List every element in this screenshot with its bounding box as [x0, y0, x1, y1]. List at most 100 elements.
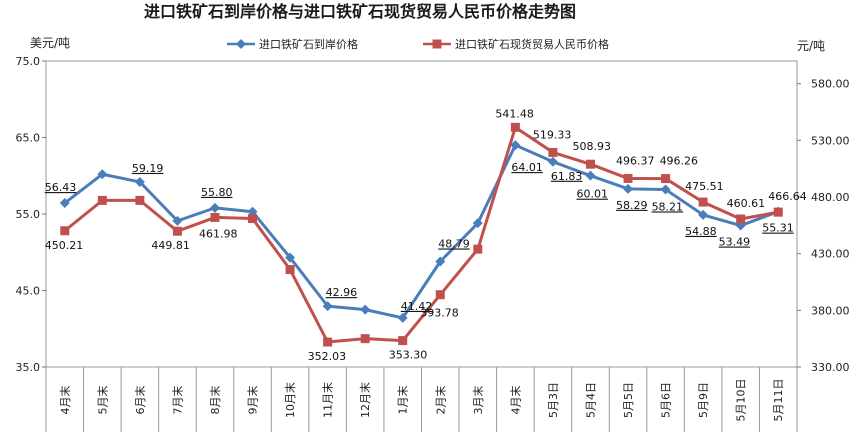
data-point-cif — [698, 209, 709, 220]
x-tick-label: 2月末 — [433, 386, 447, 415]
data-point-cif — [59, 198, 70, 209]
data-label-cif: 42.96 — [326, 286, 358, 299]
y-right-axis-label: 元/吨 — [797, 39, 825, 53]
data-label-rmb: 519.33 — [533, 128, 572, 141]
series-line-cif — [63, 143, 779, 320]
y-right-tick-label: 330.00 — [811, 361, 850, 374]
data-label-rmb: 496.37 — [616, 154, 655, 167]
data-point-rmb — [60, 226, 70, 236]
series-layer — [59, 122, 784, 347]
y-right-tick-label: 580.00 — [811, 78, 850, 91]
data-point-rmb — [248, 214, 258, 224]
data-label-rmb: 460.61 — [727, 197, 766, 210]
x-tick-label: 6月末 — [133, 386, 147, 415]
legend-label-cif: 进口铁矿石到岸价格 — [259, 37, 358, 51]
data-point-rmb — [135, 195, 145, 205]
data-label-cif: 53.49 — [719, 236, 751, 249]
data-label-cif: 48.79 — [438, 238, 470, 251]
data-point-cif — [97, 169, 108, 180]
y-left-tick-label: 75.0 — [16, 55, 41, 68]
data-label-cif: 55.31 — [762, 222, 794, 235]
chart-title: 进口铁矿石到岸价格与进口铁矿石现货贸易人民币价格走势图 — [144, 2, 576, 21]
x-tick-label: 1月末 — [396, 386, 410, 415]
x-tick-label: 3月末 — [471, 386, 485, 415]
data-label-cif: 58.21 — [652, 200, 684, 213]
x-tick-label: 5月11日 — [772, 379, 785, 422]
data-label-rmb: 496.26 — [660, 155, 699, 168]
y-right-tick-label: 480.00 — [811, 191, 850, 204]
data-point-rmb — [736, 214, 746, 224]
y-left-axis-label: 美元/吨 — [30, 36, 70, 50]
data-label-rmb: 466.64 — [768, 190, 807, 203]
data-point-rmb — [548, 147, 558, 157]
legend: 进口铁矿石到岸价格 进口铁矿石现货贸易人民币价格 — [227, 37, 609, 51]
data-label-cif: 59.19 — [132, 162, 164, 175]
data-point-rmb — [323, 337, 333, 347]
data-point-rmb — [698, 197, 708, 207]
x-tick-label: 9月末 — [246, 386, 260, 415]
data-point-cif — [435, 256, 446, 267]
data-label-cif: 54.88 — [685, 225, 717, 238]
data-point-rmb — [172, 226, 182, 236]
data-label-rmb: 353.30 — [389, 349, 428, 362]
y-right-tick-label: 430.00 — [811, 248, 850, 261]
y-left-tick-label: 55.0 — [16, 208, 41, 221]
data-point-rmb — [661, 174, 671, 184]
data-label-rmb: 393.78 — [420, 307, 459, 320]
x-tick-label: 5月3日 — [547, 382, 560, 418]
data-label-rmb: 352.03 — [308, 350, 347, 363]
data-point-cif — [172, 215, 183, 226]
x-tick-label: 4月末 — [508, 386, 522, 415]
data-point-rmb — [360, 334, 370, 344]
legend-label-rmb: 进口铁矿石现货贸易人民币价格 — [455, 37, 609, 51]
data-point-rmb — [773, 207, 783, 217]
data-point-cif — [285, 252, 296, 263]
legend-marker-rmb — [432, 39, 442, 49]
x-tick-label: 5月9日 — [697, 382, 710, 418]
data-point-rmb — [435, 290, 445, 300]
data-labels: 56.43 59.19 55.80 42.96 41.42 48.79 64.01 61.83… — [45, 107, 807, 363]
data-point-rmb — [623, 173, 633, 183]
data-label-cif: 61.83 — [551, 170, 583, 183]
data-label-cif: 41.42 — [401, 300, 433, 313]
series-line-rmb — [63, 125, 779, 344]
x-tick-label: 5月10日 — [735, 379, 748, 422]
axes: 35.0 45.0 55.0 65.0 75.0 330.00 380.00 430.00 48… — [16, 55, 850, 432]
data-point-cif — [322, 301, 333, 312]
data-label-cif: 56.43 — [45, 181, 77, 194]
data-point-rmb — [398, 336, 408, 346]
y-left-tick-label: 45.0 — [16, 285, 41, 298]
data-label-rmb: 475.51 — [685, 180, 724, 193]
data-point-rmb — [473, 244, 483, 254]
data-label-rmb: 449.81 — [151, 239, 190, 252]
data-point-cif — [585, 170, 596, 181]
data-point-cif — [510, 140, 521, 151]
x-tick-label: 11月末 — [321, 382, 335, 418]
data-point-rmb — [97, 195, 107, 205]
x-tick-label: 12月末 — [358, 382, 372, 418]
data-point-rmb — [585, 159, 595, 169]
data-point-cif — [623, 183, 634, 194]
y-right-tick-label: 380.00 — [811, 304, 850, 317]
data-label-rmb: 461.98 — [199, 227, 238, 240]
x-tick-label: 5月5日 — [622, 382, 635, 418]
data-point-cif — [660, 184, 671, 195]
data-label-rmb: 450.21 — [45, 239, 84, 252]
x-tick-label: 4月末 — [58, 386, 72, 415]
data-label-cif: 60.01 — [576, 188, 608, 201]
data-label-cif: 64.01 — [511, 161, 543, 174]
data-point-cif — [397, 312, 408, 323]
data-label-cif: 55.80 — [201, 186, 233, 199]
x-tick-label: 7月末 — [170, 386, 184, 415]
data-label-cif: 58.29 — [616, 199, 648, 212]
data-label-rmb: 508.93 — [572, 140, 611, 153]
data-point-rmb — [210, 212, 220, 222]
x-tick-label: 8月末 — [208, 386, 222, 415]
data-point-cif — [134, 176, 145, 187]
x-tick-label: 10月末 — [283, 382, 297, 418]
data-point-cif — [547, 156, 558, 167]
y-left-tick-label: 65.0 — [16, 132, 41, 145]
legend-marker-cif — [236, 39, 246, 49]
